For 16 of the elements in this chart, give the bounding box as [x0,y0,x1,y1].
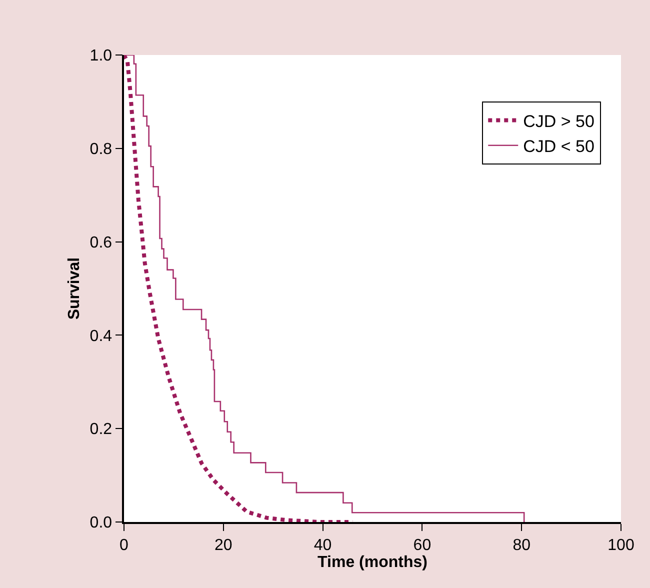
y-tick-label: 0.4 [90,328,112,345]
x-tick-label: 80 [512,536,531,554]
y-tick-label: 0.8 [90,141,112,158]
x-tick-label: 100 [608,536,634,554]
y-axis-title: Survival [66,257,84,320]
y-tick-label: 1.0 [90,48,112,65]
x-tick-label: 0 [120,536,129,554]
y-tick-label: 0.6 [90,234,112,252]
y-tick-label: 0.0 [90,514,112,532]
legend-label: CJD < 50 [523,136,594,156]
x-tick-label: 40 [314,536,332,554]
x-axis-title: Time (months) [318,554,428,571]
legend-label: CJD > 50 [523,112,594,131]
x-tick-label: 60 [413,536,432,554]
y-tick-label: 0.2 [90,421,112,438]
x-tick-label: 20 [214,536,232,554]
